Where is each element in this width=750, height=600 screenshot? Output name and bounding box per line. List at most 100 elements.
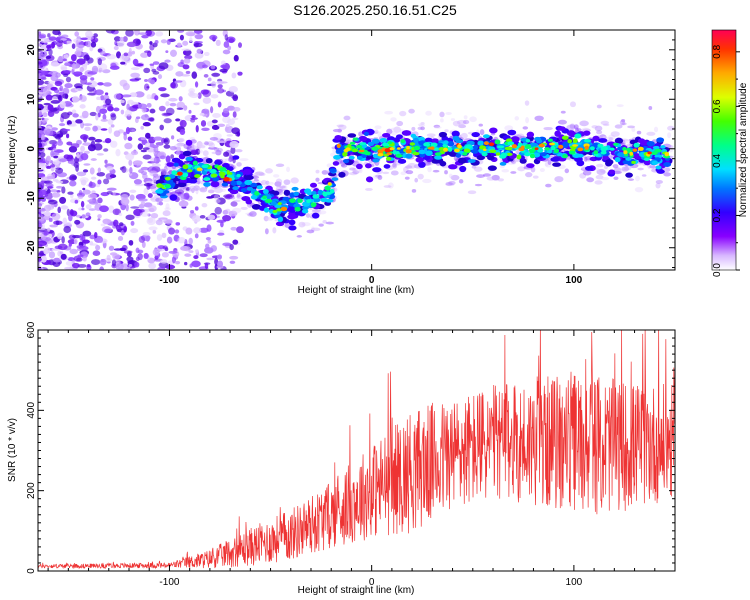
halo-blob bbox=[425, 110, 432, 116]
ridge-blob bbox=[612, 142, 619, 146]
ridge-blob bbox=[574, 133, 582, 139]
ridge-blob bbox=[489, 127, 498, 134]
noise-blob bbox=[160, 93, 170, 98]
halo-blob bbox=[290, 177, 299, 184]
noise-blob bbox=[188, 250, 194, 253]
ridge-blob bbox=[289, 207, 296, 213]
ridge-blob bbox=[311, 190, 317, 196]
colorbar-gradient bbox=[711, 29, 737, 271]
halo-blob bbox=[399, 110, 407, 117]
noise-blob bbox=[130, 206, 140, 209]
noise-blob bbox=[38, 43, 43, 47]
noise-blob bbox=[96, 96, 101, 101]
halo-blob bbox=[332, 128, 343, 133]
halo-blob bbox=[326, 163, 332, 168]
noise-blob bbox=[82, 142, 92, 146]
noise-blob bbox=[38, 70, 42, 74]
ridge-blob bbox=[367, 141, 375, 147]
halo-blob bbox=[156, 202, 161, 206]
halo-blob bbox=[264, 228, 269, 235]
noise-blob bbox=[237, 71, 243, 76]
noise-blob bbox=[50, 99, 60, 104]
halo-blob bbox=[155, 219, 163, 226]
halo-blob bbox=[155, 197, 164, 203]
ridge-blob bbox=[397, 158, 407, 164]
halo-blob bbox=[386, 128, 393, 135]
noise-blob bbox=[94, 89, 104, 96]
noise-blob bbox=[177, 237, 186, 244]
noise-blob bbox=[224, 195, 233, 200]
noise-blob bbox=[232, 239, 239, 245]
noise-blob bbox=[44, 128, 54, 137]
halo-blob bbox=[574, 127, 579, 134]
noise-blob bbox=[188, 237, 193, 245]
noise-blob bbox=[51, 212, 61, 221]
halo-blob bbox=[199, 187, 208, 193]
spectrogram-ylabel: Frequency (Hz) bbox=[7, 116, 18, 185]
noise-blob bbox=[91, 190, 96, 194]
halo-blob bbox=[273, 174, 280, 178]
noise-blob bbox=[45, 74, 52, 77]
ridge-blob bbox=[372, 153, 379, 159]
halo-blob bbox=[253, 172, 258, 180]
ridge-blob bbox=[528, 148, 537, 153]
noise-blob bbox=[66, 133, 70, 139]
halo-blob bbox=[204, 142, 210, 145]
ridge-blob bbox=[584, 165, 594, 171]
halo-blob bbox=[352, 167, 357, 173]
noise-blob bbox=[168, 250, 178, 254]
spec-ytick-label: -10 bbox=[26, 191, 37, 206]
ridge-blob bbox=[516, 154, 522, 160]
ridge-blob bbox=[605, 159, 614, 165]
halo-blob bbox=[400, 171, 407, 176]
noise-blob bbox=[170, 154, 175, 159]
noise-blob bbox=[88, 201, 99, 205]
ridge-blob bbox=[451, 130, 460, 138]
noise-blob bbox=[56, 185, 63, 189]
ridge-blob bbox=[396, 147, 401, 150]
ridge-blob bbox=[550, 145, 556, 151]
halo-blob bbox=[619, 119, 626, 126]
noise-blob bbox=[197, 92, 202, 99]
halo-blob bbox=[176, 142, 186, 147]
noise-blob bbox=[229, 255, 239, 260]
halo-blob bbox=[210, 186, 216, 191]
ridge-blob bbox=[232, 186, 239, 191]
noise-blob bbox=[47, 81, 55, 85]
halo-blob bbox=[544, 162, 549, 167]
ridge-blob bbox=[382, 132, 391, 138]
noise-blob bbox=[168, 227, 176, 235]
ridge-blob bbox=[584, 145, 589, 150]
noise-blob bbox=[194, 249, 199, 253]
halo-blob bbox=[157, 159, 162, 163]
halo-blob bbox=[392, 162, 398, 169]
ridge-blob bbox=[409, 142, 416, 146]
noise-blob bbox=[104, 159, 108, 164]
halo-blob bbox=[586, 177, 595, 183]
noise-blob bbox=[235, 131, 240, 137]
halo-blob bbox=[510, 160, 516, 164]
noise-blob bbox=[179, 34, 184, 41]
ridge-blob bbox=[617, 152, 625, 158]
noise-blob bbox=[193, 255, 199, 260]
ridge-blob bbox=[156, 183, 164, 188]
ridge-blob bbox=[235, 180, 242, 185]
ridge-blob bbox=[210, 173, 218, 178]
halo-blob bbox=[279, 185, 286, 189]
noise-blob bbox=[67, 191, 74, 195]
spectrogram-blobs bbox=[38, 30, 675, 270]
noise-blob bbox=[209, 34, 218, 41]
noise-blob bbox=[58, 96, 62, 101]
halo-blob bbox=[476, 174, 485, 178]
noise-blob bbox=[215, 149, 222, 156]
halo-blob bbox=[440, 118, 444, 123]
halo-blob bbox=[467, 190, 477, 195]
noise-blob bbox=[40, 183, 45, 188]
noise-blob bbox=[147, 50, 152, 57]
ridge-blob bbox=[262, 189, 269, 195]
halo-blob bbox=[450, 174, 460, 181]
spec-xtick-label: 100 bbox=[566, 275, 583, 286]
ridge-blob bbox=[439, 160, 447, 167]
noise-blob bbox=[72, 113, 79, 118]
ridge-blob bbox=[212, 176, 220, 182]
